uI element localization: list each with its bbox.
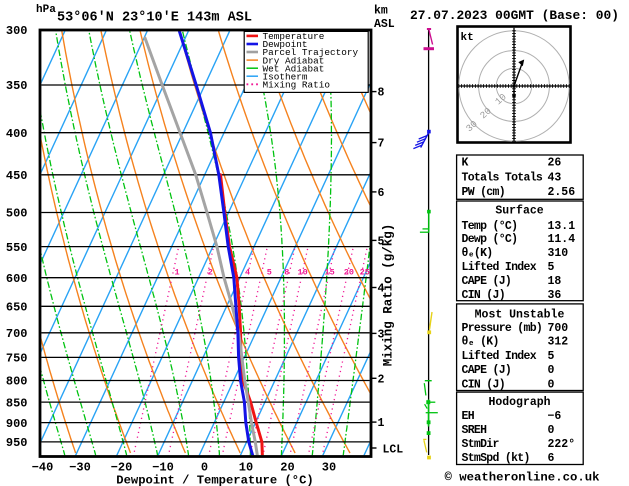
- svg-text:LCL: LCL: [383, 444, 404, 457]
- svg-text:2.56: 2.56: [548, 186, 576, 199]
- svg-text:25: 25: [360, 268, 370, 278]
- svg-text:Most Unstable: Most Unstable: [475, 308, 565, 321]
- svg-text:kt: kt: [461, 32, 474, 44]
- svg-text:6: 6: [548, 452, 555, 465]
- svg-text:StmSpd (kt): StmSpd (kt): [462, 452, 530, 465]
- svg-text:5: 5: [548, 261, 555, 274]
- svg-text:6: 6: [378, 187, 385, 200]
- svg-text:8: 8: [284, 268, 289, 278]
- svg-text:−6: −6: [548, 410, 562, 423]
- svg-text:Surface: Surface: [495, 204, 543, 217]
- svg-text:Wet Adiabat: Wet Adiabat: [263, 63, 325, 74]
- svg-text:30: 30: [322, 461, 336, 475]
- svg-text:10: 10: [239, 461, 253, 475]
- svg-text:650: 650: [6, 301, 28, 315]
- svg-text:550: 550: [6, 241, 28, 255]
- svg-text:13.1: 13.1: [548, 220, 576, 233]
- svg-text:Hodograph: Hodograph: [488, 396, 550, 409]
- svg-text:1: 1: [378, 417, 385, 430]
- svg-text:Parcel Trajectory: Parcel Trajectory: [263, 47, 359, 58]
- svg-text:2: 2: [378, 373, 385, 386]
- svg-text:950: 950: [6, 436, 28, 450]
- svg-text:300: 300: [6, 24, 28, 38]
- svg-text:0: 0: [548, 378, 555, 391]
- svg-text:8: 8: [378, 87, 385, 100]
- svg-text:53°06'N 23°10'E 143m ASL: 53°06'N 23°10'E 143m ASL: [57, 11, 252, 26]
- svg-text:310: 310: [548, 247, 569, 260]
- svg-text:K: K: [462, 157, 469, 170]
- svg-text:© weatheronline.co.uk: © weatheronline.co.uk: [445, 471, 601, 485]
- svg-text:Dewpoint: Dewpoint: [263, 39, 308, 50]
- svg-text:CAPE (J): CAPE (J): [462, 275, 512, 288]
- svg-text:43: 43: [548, 171, 562, 184]
- svg-text:CAPE (J): CAPE (J): [462, 364, 512, 377]
- svg-text:20: 20: [280, 461, 294, 475]
- svg-text:−40: −40: [32, 461, 54, 475]
- svg-text:400: 400: [6, 127, 28, 141]
- svg-text:Totals Totals: Totals Totals: [462, 171, 543, 184]
- svg-text:Temperature: Temperature: [263, 31, 325, 42]
- svg-text:20: 20: [344, 268, 354, 278]
- svg-text:312: 312: [548, 336, 569, 349]
- svg-text:900: 900: [6, 417, 28, 431]
- svg-text:600: 600: [6, 272, 28, 286]
- svg-text:4: 4: [378, 283, 385, 296]
- svg-text:CIN (J): CIN (J): [462, 289, 505, 302]
- svg-text:350: 350: [6, 79, 28, 93]
- svg-text:18: 18: [548, 275, 562, 288]
- svg-text:−20: −20: [111, 461, 133, 475]
- svg-text:ASL: ASL: [374, 18, 395, 31]
- svg-text:−30: −30: [69, 461, 91, 475]
- svg-text:−10: −10: [152, 461, 174, 475]
- svg-text:SREH: SREH: [462, 424, 488, 437]
- svg-text:700: 700: [548, 322, 569, 335]
- svg-text:Mixing Ratio: Mixing Ratio: [263, 80, 331, 91]
- svg-text:850: 850: [6, 396, 28, 410]
- svg-text:hPa: hPa: [36, 4, 56, 16]
- svg-text:7: 7: [378, 138, 385, 151]
- svg-text:Dewpoint / Temperature (°C): Dewpoint / Temperature (°C): [116, 474, 313, 486]
- svg-text:0: 0: [201, 461, 208, 475]
- svg-text:5: 5: [378, 235, 385, 248]
- svg-text:θₑ (K): θₑ (K): [462, 336, 499, 349]
- svg-text:3: 3: [378, 328, 385, 341]
- svg-text:1: 1: [174, 268, 179, 278]
- svg-text:2: 2: [208, 268, 213, 278]
- svg-text:5: 5: [267, 268, 272, 278]
- svg-text:750: 750: [6, 352, 28, 366]
- svg-text:CIN (J): CIN (J): [462, 378, 505, 391]
- svg-text:15: 15: [324, 268, 334, 278]
- svg-text:222°: 222°: [548, 438, 576, 451]
- svg-text:5: 5: [548, 350, 555, 363]
- svg-text:Isotherm: Isotherm: [263, 72, 308, 83]
- svg-text:11.4: 11.4: [548, 233, 576, 246]
- svg-text:PW (cm): PW (cm): [462, 186, 505, 199]
- svg-text:Lifted Index: Lifted Index: [462, 350, 537, 363]
- svg-text:4: 4: [245, 268, 250, 278]
- svg-text:EH: EH: [462, 410, 475, 423]
- svg-text:θₑ(K): θₑ(K): [462, 247, 493, 260]
- svg-text:0: 0: [548, 424, 555, 437]
- svg-text:StmDir: StmDir: [462, 438, 500, 451]
- svg-text:500: 500: [6, 207, 28, 221]
- svg-text:Lifted Index: Lifted Index: [462, 261, 537, 274]
- svg-text:Mixing Ratio (g/kg): Mixing Ratio (g/kg): [382, 224, 396, 367]
- svg-text:450: 450: [6, 169, 28, 183]
- svg-text:700: 700: [6, 327, 28, 341]
- svg-text:26: 26: [548, 157, 562, 170]
- svg-text:36: 36: [548, 289, 562, 302]
- svg-text:Pressure (mb): Pressure (mb): [462, 322, 543, 335]
- svg-text:km: km: [374, 4, 388, 17]
- svg-text:0: 0: [548, 364, 555, 377]
- svg-text:27.07.2023 00GMT (Base: 00): 27.07.2023 00GMT (Base: 00): [410, 8, 619, 23]
- svg-text:Dewp (°C): Dewp (°C): [462, 233, 518, 246]
- svg-text:Temp (°C): Temp (°C): [462, 220, 518, 233]
- svg-text:800: 800: [6, 375, 28, 389]
- svg-text:10: 10: [297, 268, 307, 278]
- svg-text:Dry Adiabat: Dry Adiabat: [263, 55, 325, 66]
